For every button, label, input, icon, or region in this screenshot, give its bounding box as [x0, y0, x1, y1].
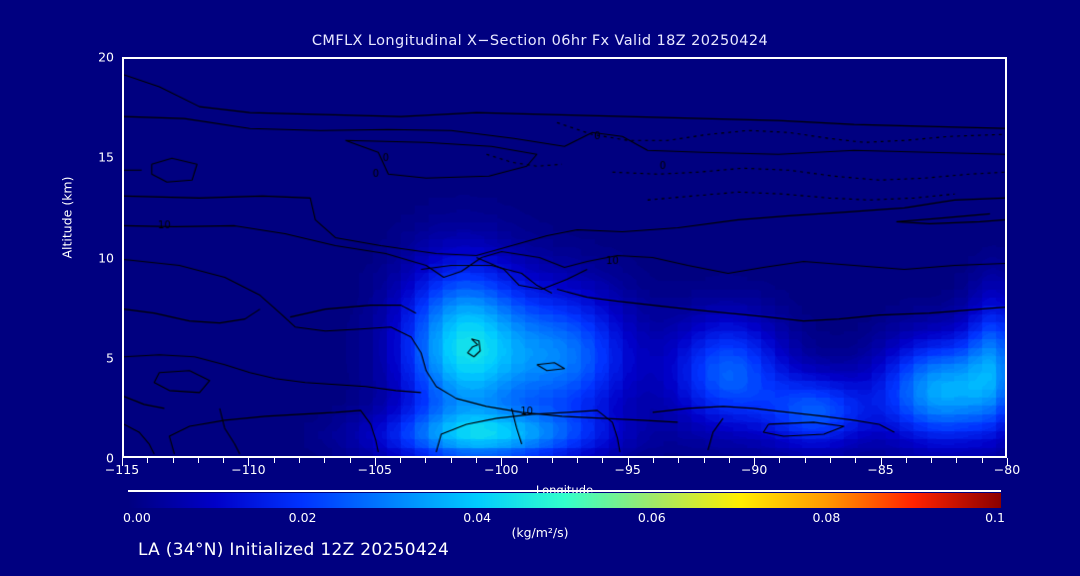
x-axis-minor-tick — [931, 458, 933, 463]
colorbar-tick-label: 0.04 — [463, 510, 492, 525]
x-axis-tick-label: −90 — [740, 462, 768, 477]
x-axis-major-tick — [880, 458, 882, 466]
footer-caption: LA (34°N) Initialized 12Z 20250424 — [138, 540, 450, 560]
colorbar-top-rule — [128, 490, 1001, 492]
x-axis-tick-label: −80 — [993, 462, 1021, 477]
colorbar-tick-label: 0.08 — [812, 510, 841, 525]
x-axis-major-tick — [627, 458, 629, 466]
x-axis-minor-tick — [703, 458, 705, 463]
x-axis-major-tick — [754, 458, 756, 466]
x-axis-minor-tick — [147, 458, 149, 463]
colorbar-tick-label: 0.1 — [985, 510, 1005, 525]
x-axis-ticks — [122, 458, 1008, 466]
x-axis-minor-tick — [577, 458, 579, 463]
y-axis-tick-label: 15 — [98, 149, 114, 165]
x-axis-tick-labels: −115 −110 −105 −100 −95 −90 −85 −80 — [105, 462, 1020, 482]
x-axis-minor-tick — [400, 458, 402, 463]
x-axis-minor-tick — [526, 458, 528, 463]
x-axis-tick-label: −85 — [867, 462, 894, 477]
contour-field-canvas — [124, 59, 1005, 456]
y-axis-tick-label: 5 — [106, 350, 114, 366]
colorbar-units-label: (kg/m²/s) — [511, 525, 569, 540]
plot-area — [122, 57, 1007, 458]
x-axis-minor-tick — [602, 458, 604, 463]
x-axis-tick-label: −95 — [614, 462, 641, 477]
x-axis-major-tick — [1007, 458, 1008, 466]
x-axis-tick-label: −110 — [231, 462, 266, 477]
x-axis-minor-tick — [804, 458, 806, 463]
x-axis-tick-label: −115 — [104, 462, 140, 477]
x-axis-minor-tick — [273, 458, 275, 463]
x-axis-minor-tick — [981, 458, 983, 463]
x-axis-minor-tick — [299, 458, 300, 463]
y-axis-tick-label: 10 — [98, 250, 114, 265]
colorbar-tick-labels: 0.00 0.02 0.04 0.06 0.08 0.1 — [123, 510, 1005, 526]
x-axis-major-tick — [122, 458, 123, 466]
x-axis-major-tick — [501, 458, 503, 466]
y-axis-tick-labels: 0 5 10 15 20 — [78, 50, 114, 466]
x-axis-minor-tick — [324, 458, 326, 463]
x-axis-minor-tick — [830, 458, 831, 463]
x-axis-minor-tick — [425, 458, 427, 463]
x-axis-major-tick — [248, 458, 250, 466]
x-axis-minor-tick — [728, 458, 730, 463]
x-axis-major-tick — [374, 458, 376, 466]
x-axis-minor-tick — [855, 458, 857, 463]
x-axis-minor-tick — [779, 458, 781, 463]
x-axis-minor-tick — [223, 458, 225, 463]
x-axis-minor-tick — [956, 458, 958, 463]
colorbar-tick-label: 0.02 — [288, 510, 317, 525]
x-axis-minor-tick — [476, 458, 477, 463]
page-title: CMFLX Longitudinal X−Section 06hr Fx Val… — [311, 33, 769, 49]
colorbar-tick-label: 0.06 — [637, 510, 666, 525]
colorbar — [128, 490, 1001, 508]
y-axis-title: Altitude (km) — [59, 176, 75, 259]
x-axis-tick-label: −100 — [484, 462, 519, 477]
colorbar-tick-label: 0.00 — [122, 510, 151, 525]
x-axis-tick-label: −105 — [357, 462, 393, 477]
y-axis-tick-label: 0 — [106, 450, 114, 466]
x-axis-minor-tick — [450, 458, 452, 463]
x-axis-minor-tick — [551, 458, 553, 463]
x-axis-minor-tick — [905, 458, 907, 463]
x-axis-minor-tick — [172, 458, 174, 463]
x-axis-minor-tick — [197, 458, 199, 463]
x-axis-minor-tick — [653, 458, 654, 463]
colorbar-gradient — [128, 493, 1001, 508]
x-axis-minor-tick — [678, 458, 680, 463]
x-axis-minor-tick — [349, 458, 351, 463]
y-axis-tick-label: 20 — [98, 49, 114, 65]
